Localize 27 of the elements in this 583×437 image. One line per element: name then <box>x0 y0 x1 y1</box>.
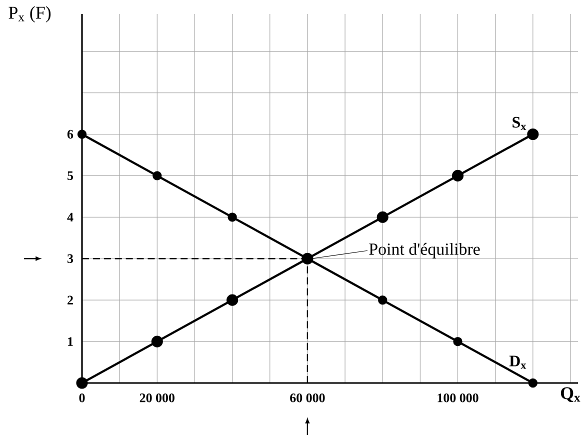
point <box>151 336 163 348</box>
point <box>378 296 388 305</box>
x-axis-title: Q$_{x}$ <box>560 387 580 402</box>
x-tick-label: 20 000 <box>140 394 174 402</box>
y-tick-label: 5 <box>68 171 74 180</box>
annotation: Point d'équilibre <box>369 242 480 258</box>
series-label: D$_{x}$ <box>509 356 526 369</box>
y-tick-label: 1 <box>68 337 73 346</box>
x-tick-label: 0 <box>79 394 85 402</box>
point <box>226 294 238 306</box>
point <box>528 378 538 388</box>
y-tick-label: 6 <box>67 130 74 139</box>
series-label: S$_{x}$ <box>512 116 526 130</box>
point <box>452 170 464 182</box>
x-tick-label: 100 000 <box>438 394 478 402</box>
y-tick-label: 3 <box>67 254 74 263</box>
y-tick-label: 2 <box>68 296 73 304</box>
point <box>228 212 237 222</box>
point <box>453 336 462 346</box>
point <box>76 377 88 389</box>
point <box>376 211 388 223</box>
point <box>527 128 539 140</box>
y-tick-label: 4 <box>67 212 74 222</box>
point <box>152 171 162 180</box>
point <box>77 130 87 139</box>
y-axis-title: P$_{x}$ (F) <box>8 6 51 22</box>
x-tick-label: 60 000 <box>290 394 325 402</box>
